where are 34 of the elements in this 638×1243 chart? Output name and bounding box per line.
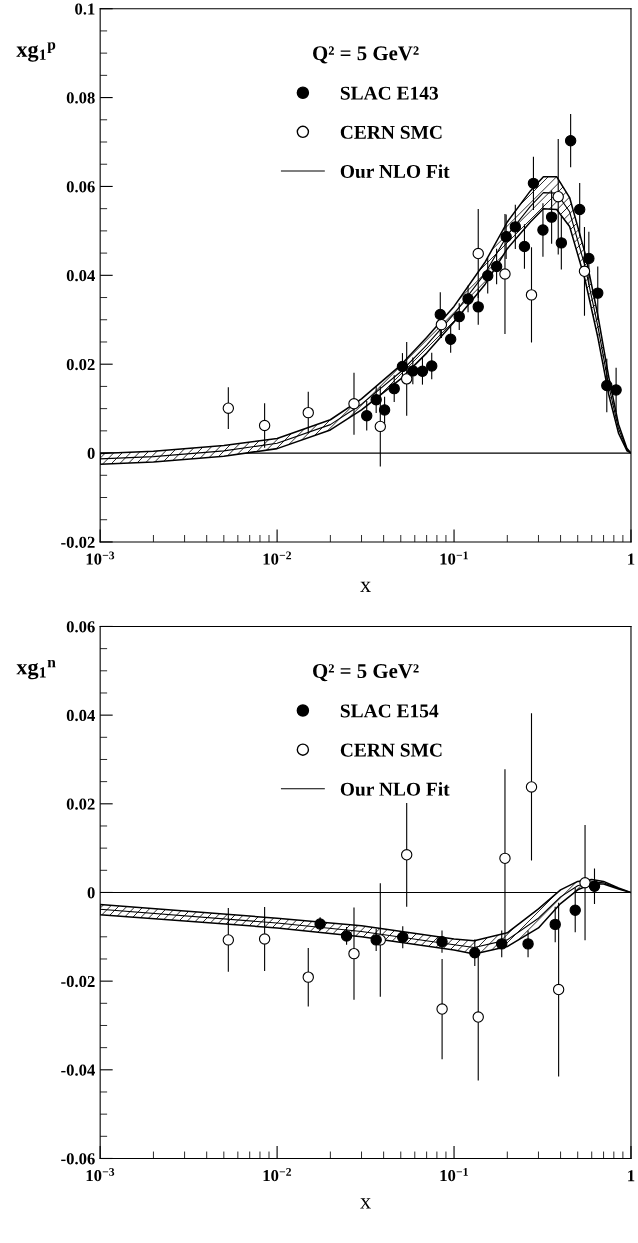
- legend-label: Our NLO Fit: [340, 164, 450, 179]
- y-axis-title: xg$_{1}$$^{p}$: [16, 42, 56, 62]
- x-tick-label: 10$^{−2}$: [263, 1167, 292, 1182]
- y-tick-label: -0.02: [61, 536, 95, 548]
- x-axis-title: x: [360, 581, 371, 592]
- x-axis-title: x: [360, 1198, 371, 1209]
- y-tick-label: -0.06: [61, 1153, 95, 1165]
- y-tick-label: 0.02: [66, 358, 95, 371]
- legend-label: Our NLO Fit: [340, 782, 450, 796]
- y-tick-label: 0.06: [66, 181, 95, 193]
- x-tick-label: 10$^{−2}$: [263, 551, 292, 565]
- y-tick-label: -0.02: [61, 975, 95, 988]
- legend-title: Q² = 5 GeV²: [313, 664, 419, 682]
- y-tick-label: 0: [87, 447, 95, 460]
- y-tick-label: 0.08: [66, 92, 95, 104]
- x-tick-label: 10$^{−1}$: [440, 551, 468, 565]
- y-tick-label: 0.04: [66, 270, 95, 282]
- legend-title: Q² = 5 GeV²: [313, 46, 419, 64]
- y-tick-label: -0.04: [61, 1064, 95, 1076]
- y-tick-label: 0.1: [75, 3, 95, 15]
- legend-label: CERN SMC: [340, 743, 442, 757]
- x-tick-label: 10$^{−3}$: [86, 1167, 115, 1182]
- x-tick-label: 1: [628, 553, 635, 565]
- y-tick-label: 0: [87, 887, 95, 899]
- x-tick-label: 10$^{−1}$: [440, 1167, 468, 1182]
- y-tick-label: 0.06: [66, 621, 95, 633]
- x-tick-label: 1: [628, 1170, 635, 1182]
- legend-label: SLAC E154: [340, 704, 439, 718]
- y-axis-title: xg$_{1}$$^{n}$: [16, 659, 56, 680]
- y-tick-label: 0.02: [66, 798, 95, 810]
- legend-label: SLAC E143: [340, 86, 439, 100]
- legend-label: CERN SMC: [340, 125, 442, 139]
- x-tick-label: 10$^{−3}$: [86, 551, 115, 565]
- y-tick-label: 0.04: [66, 709, 95, 722]
